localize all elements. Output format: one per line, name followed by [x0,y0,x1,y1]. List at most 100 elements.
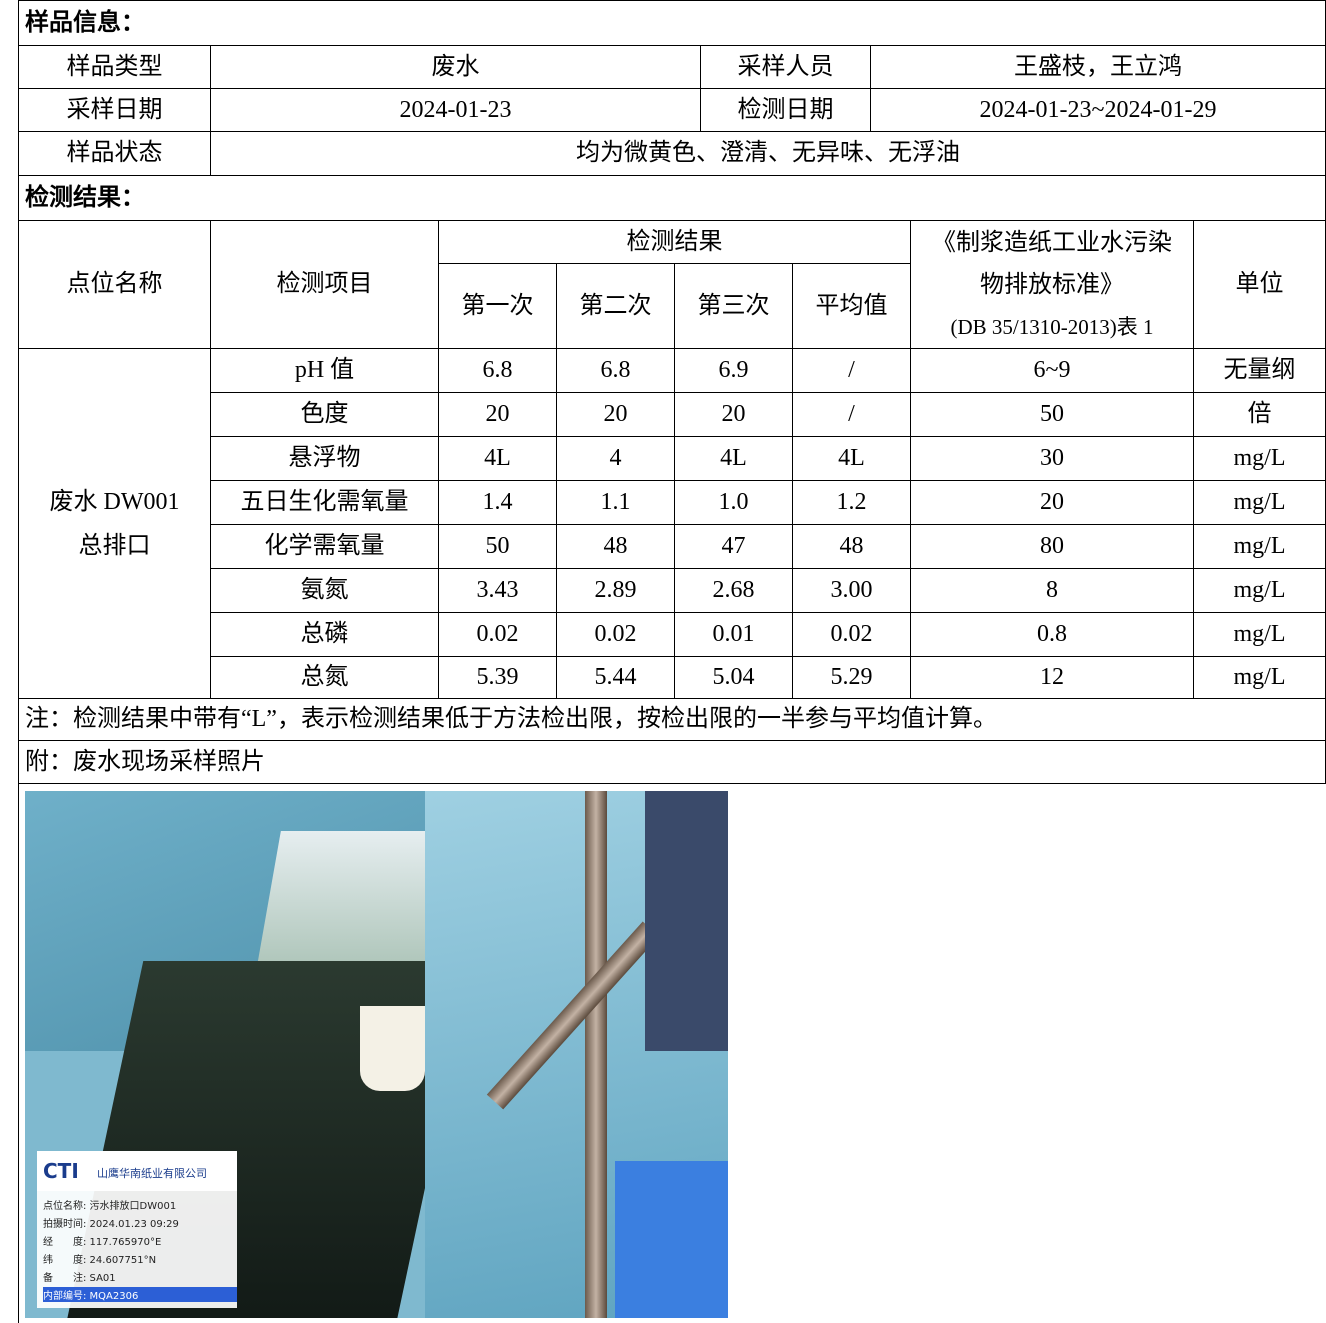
result-value: mg/L [1193,568,1326,613]
photo-stamp: CTI 山鹰华南纸业有限公司 点位名称: 污水排放口DW001 拍摄时间: 202… [37,1151,237,1308]
result-value: 2.89 [556,568,675,613]
crate [615,1161,728,1318]
result-value: mg/L [1193,656,1326,699]
result-value: 47 [674,524,793,569]
result-value: 80 [910,524,1194,569]
result-value: 3.43 [438,568,557,613]
result-value: 4L [438,436,557,481]
item-name: 色度 [210,392,439,437]
column-header: 检测结果 [438,220,911,264]
result-value: 12 [910,656,1194,699]
result-value: 30 [910,436,1194,481]
rail [585,791,607,1318]
result-value: 2.68 [674,568,793,613]
result-value: 8 [910,568,1194,613]
result-value: 0.02 [556,612,675,657]
photo-frame [18,783,19,1323]
item-name: 氨氮 [210,568,439,613]
result-value: 0.02 [438,612,557,657]
result-value: 5.29 [792,656,911,699]
item-name: 总磷 [210,612,439,657]
standard-line: 《制浆造纸工业水污染 [932,229,1172,256]
section-heading: 检测结果： [18,175,1326,221]
result-value: 20 [674,392,793,437]
column-header: 第一次 [438,263,557,349]
bucket [360,1006,425,1091]
standard-line: (DB 35/1310-2013)表 1 [950,314,1154,339]
point-line: 总排口 [78,532,151,559]
result-value: / [792,348,911,393]
stamp-company: 山鹰华南纸业有限公司 [97,1167,207,1180]
attachment-title: 附：废水现场采样照片 [18,740,1326,784]
result-value: 5.39 [438,656,557,699]
column-header: 平均值 [792,263,911,349]
site-photo: CTI 山鹰华南纸业有限公司 点位名称: 污水排放口DW001 拍摄时间: 202… [25,791,728,1318]
result-value: 3.00 [792,568,911,613]
info-label: 样品类型 [18,45,211,89]
result-value: 6.8 [438,348,557,393]
stamp-line: 拍摄时间: 2024.01.23 09:29 [43,1219,179,1230]
stamp-line: 经 度: 117.765970°E [43,1237,162,1248]
result-value: / [792,392,911,437]
result-value: 5.44 [556,656,675,699]
result-value: 50 [438,524,557,569]
point-name: 废水 DW001 总排口 [18,348,211,699]
result-value: 6.9 [674,348,793,393]
section-heading: 样品信息： [18,0,1326,46]
result-value: 20 [438,392,557,437]
result-value: 4 [556,436,675,481]
stamp-line: 备 注: SA01 [43,1273,116,1284]
result-value: 48 [792,524,911,569]
item-name: 五日生化需氧量 [210,480,439,525]
info-value: 均为微黄色、澄清、无异味、无浮油 [210,131,1326,176]
result-value: mg/L [1193,480,1326,525]
point-line: 废水 DW001 [49,488,180,515]
stamp-line: 点位名称: 污水排放口DW001 [43,1201,177,1212]
result-value: 1.0 [674,480,793,525]
result-value: mg/L [1193,524,1326,569]
note: 注：检测结果中带有“L”，表示检测结果低于方法检出限，按检出限的一半参与平均值计… [18,698,1326,741]
result-value: 1.4 [438,480,557,525]
info-label: 采样人员 [700,45,871,89]
result-value: 0.8 [910,612,1194,657]
stamp-line: 纬 度: 24.607751°N [43,1255,157,1266]
info-label: 采样日期 [18,88,211,132]
result-value: 倍 [1193,392,1326,437]
result-value: 4L [674,436,793,481]
column-header: 点位名称 [18,220,211,349]
stamp-line: 内部编号: MQA2306 [43,1287,237,1302]
info-value: 2024-01-23~2024-01-29 [870,88,1326,132]
info-value: 王盛枝，王立鸿 [870,45,1326,89]
result-value: 0.02 [792,612,911,657]
column-header: 第三次 [674,263,793,349]
result-value: 6.8 [556,348,675,393]
result-value: 4L [792,436,911,481]
stamp-logo: CTI [43,1159,79,1183]
person [645,791,728,1051]
item-name: 悬浮物 [210,436,439,481]
column-header: 检测项目 [210,220,439,349]
column-header: 单位 [1193,220,1326,349]
result-value: 1.2 [792,480,911,525]
result-value: 1.1 [556,480,675,525]
result-value: mg/L [1193,612,1326,657]
result-value: 无量纲 [1193,348,1326,393]
result-value: 50 [910,392,1194,437]
result-value: 20 [910,480,1194,525]
item-name: 化学需氧量 [210,524,439,569]
stamp-header [37,1151,237,1191]
column-header: 第二次 [556,263,675,349]
info-label: 检测日期 [700,88,871,132]
standard-line: 物排放标准》 [980,271,1124,298]
result-value: 5.04 [674,656,793,699]
info-value: 2024-01-23 [210,88,701,132]
item-name: 总氮 [210,656,439,699]
result-value: 6~9 [910,348,1194,393]
result-value: 20 [556,392,675,437]
info-label: 样品状态 [18,131,211,176]
standard-header: 《制浆造纸工业水污染 物排放标准》 (DB 35/1310-2013)表 1 [910,220,1194,349]
result-value: 48 [556,524,675,569]
item-name: pH 值 [210,348,439,393]
result-value: 0.01 [674,612,793,657]
